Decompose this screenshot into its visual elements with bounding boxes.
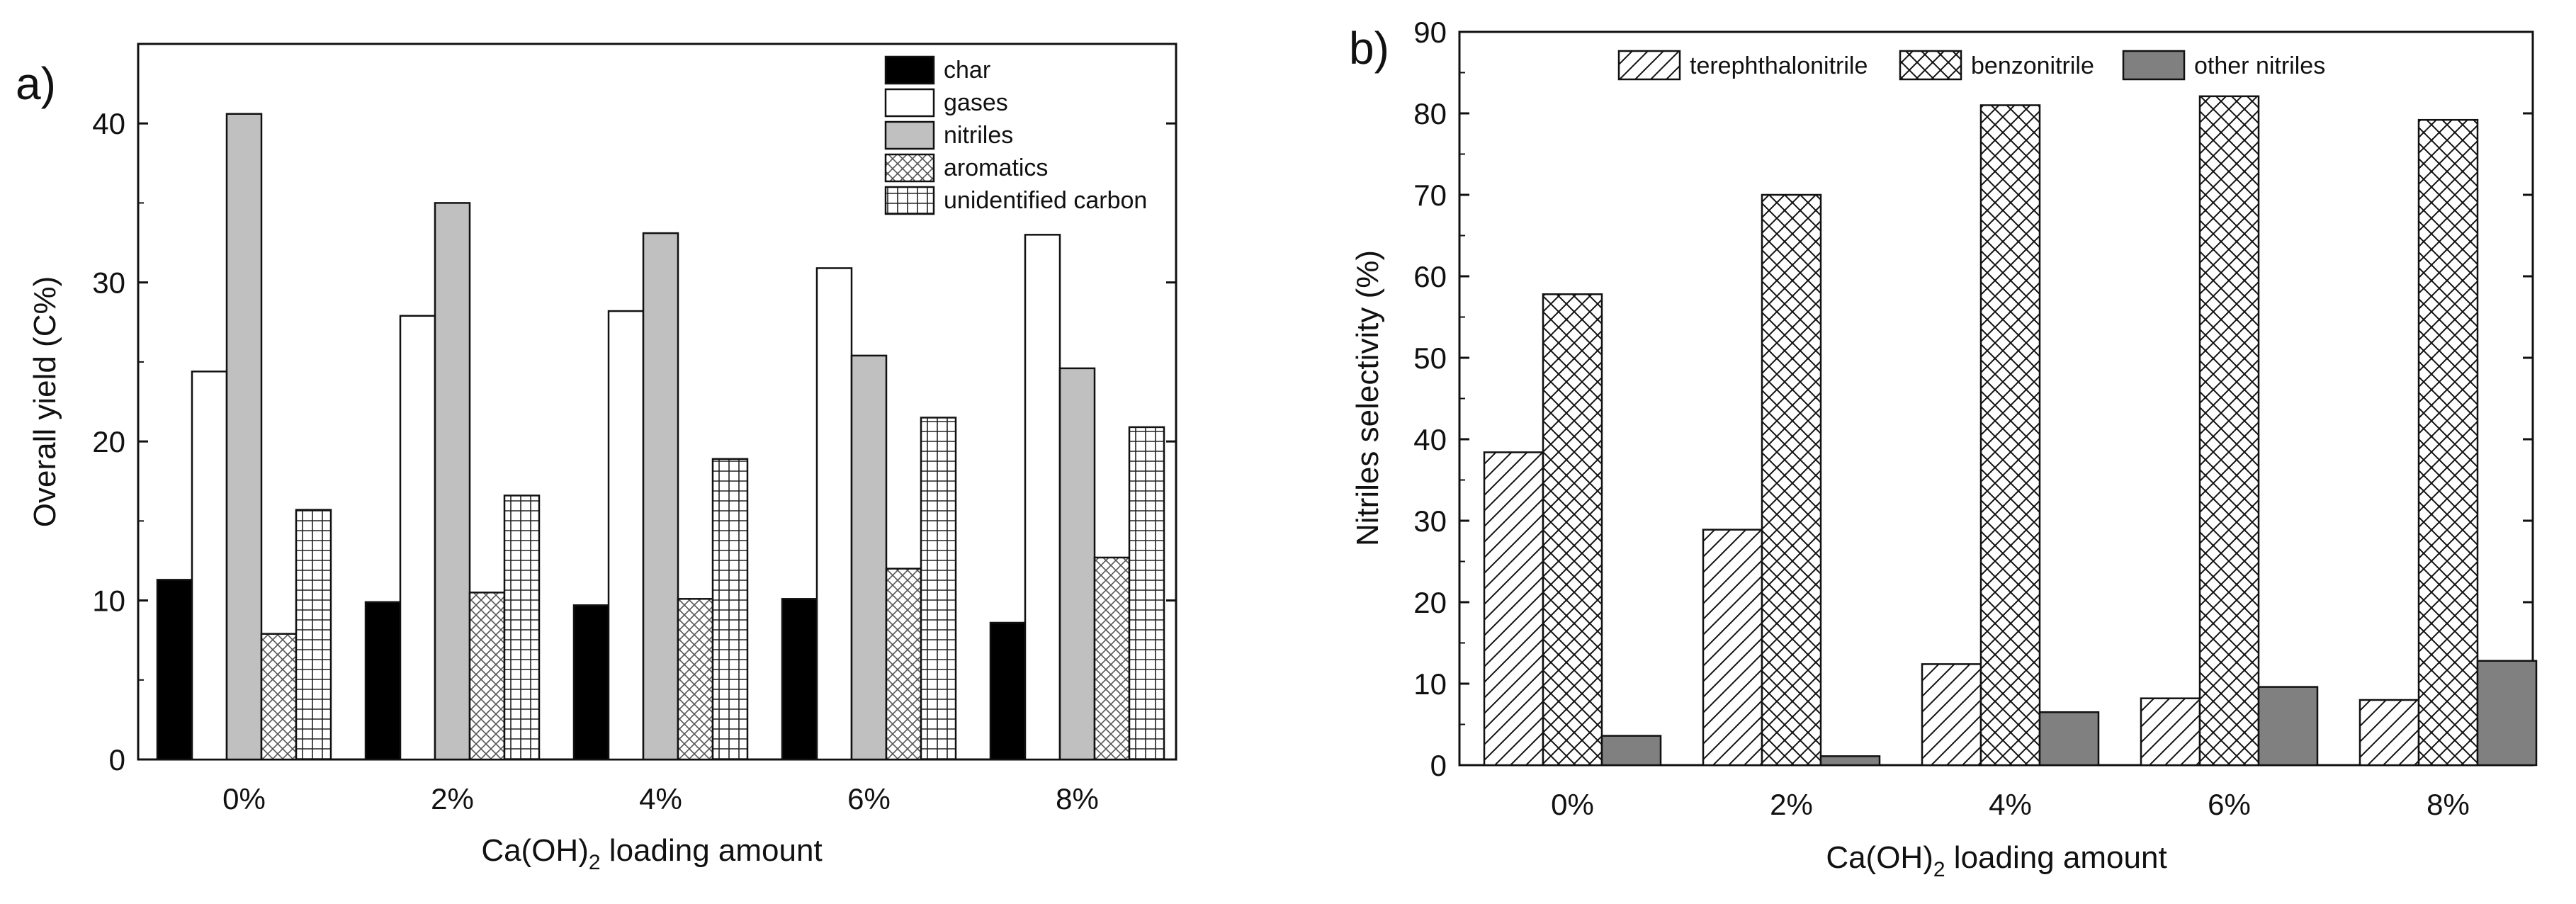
bar-benzonitrile-4 — [1979, 104, 2041, 767]
legend-label-benzonitrile: benzonitrile — [1971, 52, 2094, 79]
bar-nitriles-2 — [434, 202, 471, 761]
y-tick-label: 10 — [92, 584, 125, 618]
bar-other-nitriles-2 — [1819, 755, 1881, 767]
legend-label-gases: gases — [944, 89, 1008, 116]
y-tick-label: 20 — [92, 425, 125, 458]
bar-char-6 — [781, 598, 818, 761]
bar-aromatics-2 — [468, 592, 506, 761]
bar-other-nitriles-4 — [2038, 711, 2100, 767]
y-tick-label: 10 — [1413, 667, 1447, 701]
bar-terephthalonitrile-2 — [1702, 529, 1763, 767]
x-tick-label: 0% — [1551, 788, 1594, 821]
bar-unidentified-carbon-4 — [711, 458, 749, 761]
y-tick-label: 80 — [1413, 97, 1447, 130]
legend-label-nitriles: nitriles — [944, 122, 1013, 149]
legend-swatch-gases — [884, 88, 935, 118]
x-tick-label: 4% — [639, 782, 682, 815]
bar-other-nitriles-8 — [2476, 660, 2538, 767]
panel-b-legend: terephthalonitrile benzonitrile other nitr… — [1617, 50, 2325, 81]
y-tick-label: 30 — [1413, 504, 1447, 538]
panel-b-bars — [1483, 95, 2538, 767]
bar-benzonitrile-6 — [2198, 95, 2260, 767]
bar-unidentified-carbon-6 — [920, 417, 957, 761]
panel-a: a) Overall yield (C%) Ca(OH)2 loading am… — [16, 43, 1177, 874]
bar-nitriles-0 — [225, 113, 263, 761]
panel-b-y-ticks: 0 10 20 30 40 50 60 70 80 90 — [1413, 16, 2533, 782]
panel-b-label: b) — [1349, 23, 1389, 74]
bar-benzonitrile-2 — [1761, 193, 1822, 767]
legend-swatch-terephthalonitrile — [1617, 50, 1681, 81]
bar-char-8 — [989, 621, 1027, 761]
panel-b-y-axis-title: Nitriles selectivity (%) — [1350, 250, 1385, 546]
bar-nitriles-6 — [850, 354, 888, 761]
x-tick-label: 4% — [1989, 788, 2032, 821]
bar-char-2 — [364, 601, 402, 761]
panel-a-label: a) — [16, 58, 56, 109]
bar-terephthalonitrile-6 — [2140, 697, 2201, 767]
bar-aromatics-4 — [677, 598, 714, 761]
bar-other-nitriles-6 — [2257, 686, 2319, 767]
x-tick-label: 8% — [2427, 788, 2470, 821]
bar-terephthalonitrile-4 — [1921, 663, 1982, 767]
legend-swatch-unidentified-carbon — [884, 186, 935, 215]
panel-a-bars — [156, 113, 1165, 761]
panel-a-legend: char gases nitriles aromatics unidentified c… — [884, 55, 1147, 215]
bar-char-4 — [572, 604, 610, 761]
bar-terephthalonitrile-0 — [1483, 451, 1544, 767]
legend-label-unidentified-carbon: unidentified carbon — [944, 187, 1147, 214]
y-tick-label: 60 — [1413, 260, 1447, 293]
legend-swatch-aromatics — [884, 153, 935, 183]
y-tick-label: 0 — [1430, 749, 1447, 782]
x-tick-label: 2% — [431, 782, 474, 815]
legend-label-aromatics: aromatics — [944, 154, 1048, 181]
legend-swatch-char — [884, 55, 935, 85]
y-tick-label: 70 — [1413, 179, 1447, 212]
y-tick-label: 20 — [1413, 586, 1447, 619]
bar-nitriles-8 — [1058, 367, 1096, 761]
bar-other-nitriles-0 — [1600, 735, 1662, 767]
panel-a-y-ticks: 0 10 20 30 40 — [92, 107, 1176, 776]
bar-unidentified-carbon-8 — [1128, 426, 1165, 761]
bar-gases-2 — [399, 315, 436, 761]
bar-gases-0 — [191, 371, 228, 761]
y-tick-label: 90 — [1413, 16, 1447, 49]
bar-benzonitrile-8 — [2417, 118, 2479, 767]
bar-gases-8 — [1024, 234, 1061, 761]
panel-a-x-ticks: 0% 2% 4% 6% 8% — [222, 750, 1099, 815]
x-tick-label: 6% — [2208, 788, 2251, 821]
bar-unidentified-carbon-2 — [503, 495, 541, 761]
x-tick-label: 8% — [1056, 782, 1099, 815]
bar-unidentified-carbon-0 — [295, 509, 332, 761]
y-tick-label: 50 — [1413, 341, 1447, 375]
bar-aromatics-0 — [260, 633, 298, 761]
legend-label-other-nitriles: other nitriles — [2194, 52, 2325, 79]
bar-benzonitrile-0 — [1542, 293, 1603, 767]
panel-b-x-axis-title: Ca(OH)2 loading amount — [1826, 840, 2167, 881]
x-tick-label: 6% — [847, 782, 891, 815]
y-tick-label: 40 — [92, 107, 125, 140]
panel-a-x-axis-title: Ca(OH)2 loading amount — [481, 833, 822, 874]
bar-gases-6 — [815, 267, 853, 761]
y-tick-label: 0 — [109, 743, 125, 776]
bar-aromatics-6 — [885, 567, 922, 761]
bar-gases-4 — [607, 310, 645, 761]
bar-nitriles-4 — [642, 232, 679, 761]
legend-label-char: char — [944, 57, 990, 84]
x-tick-label: 2% — [1770, 788, 1813, 821]
bar-aromatics-8 — [1093, 556, 1131, 761]
x-tick-label: 0% — [222, 782, 266, 815]
panel-a-y-axis-title: Overall yield (C%) — [28, 276, 62, 528]
legend-swatch-nitriles — [884, 120, 935, 150]
y-tick-label: 30 — [92, 266, 125, 300]
bar-terephthalonitrile-8 — [2358, 699, 2420, 767]
legend-swatch-benzonitrile — [1899, 50, 1962, 81]
panel-b: b) Nitriles selectivity (%) Ca(OH)2 load… — [1349, 16, 2538, 881]
y-tick-label: 40 — [1413, 423, 1447, 456]
legend-label-terephthalonitrile: terephthalonitrile — [1690, 52, 1868, 79]
bar-char-0 — [156, 579, 193, 761]
legend-swatch-other-nitriles — [2122, 50, 2186, 81]
